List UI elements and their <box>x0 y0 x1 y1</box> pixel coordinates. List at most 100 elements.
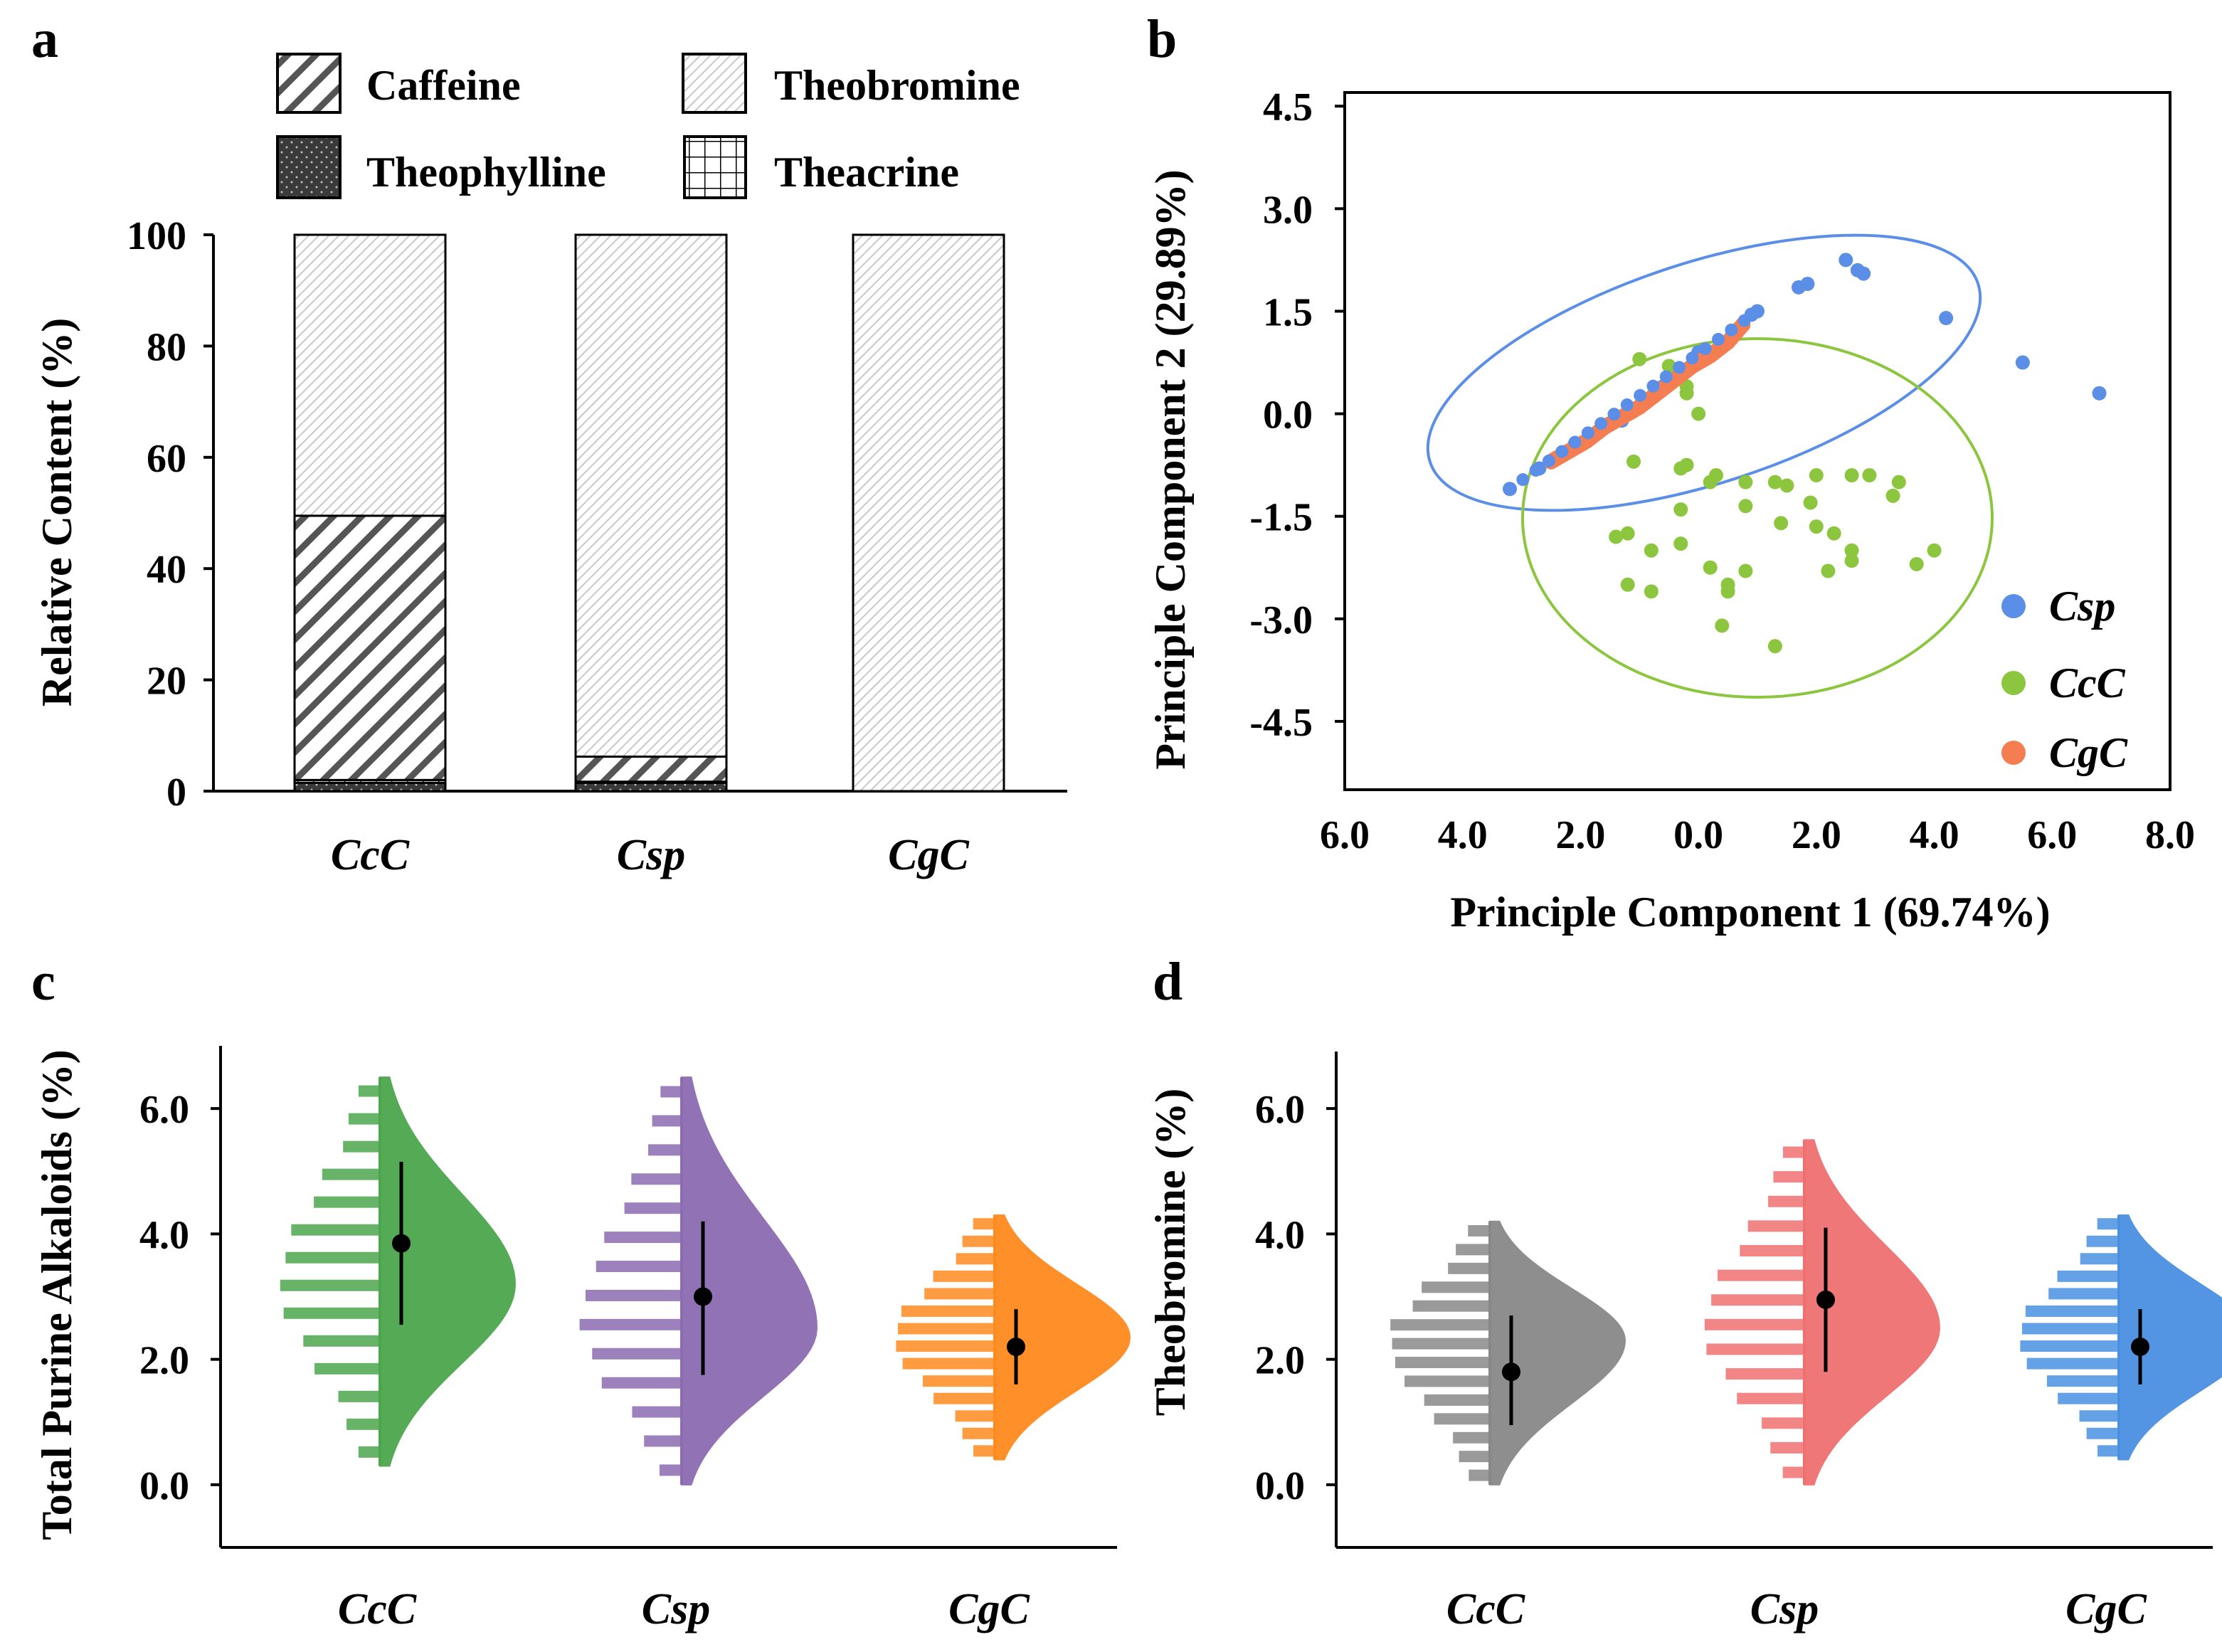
point-ccc <box>1715 618 1730 633</box>
point-csp <box>1516 473 1530 487</box>
point-csp <box>1856 266 1871 281</box>
point-csp <box>1751 305 1764 318</box>
point-ccc <box>1720 584 1735 599</box>
panel-d-histogram-bar-csp <box>1718 1269 1804 1281</box>
panel-c-histogram-bar-cgc <box>955 1410 995 1422</box>
panel-b-y-tick-label: -3.0 <box>1249 598 1313 642</box>
panel-a-y-tick-label: 0 <box>166 771 186 815</box>
point-ccc <box>1644 543 1658 558</box>
panel-c-histogram-bar-ccc <box>358 1446 380 1458</box>
bar-ccc-caffeine <box>293 514 447 781</box>
panel-d-histogram-bar-cgc <box>2058 1392 2119 1404</box>
panel-c-histogram-bar-cgc <box>897 1323 995 1335</box>
point-csp <box>2092 386 2107 401</box>
legend-csp-marker <box>2001 594 2026 618</box>
panel-c-y-tick-label: 0.0 <box>139 1464 189 1508</box>
panel-d-histogram-bar-ccc <box>1456 1244 1490 1256</box>
point-csp <box>1581 426 1594 440</box>
panel-b-x-tick-label: 2.0 <box>1792 813 1841 857</box>
panel-d-y-tick-label: 6.0 <box>1255 1088 1305 1132</box>
panel-d-histogram-bar-cgc <box>2020 1340 2119 1352</box>
panel-d-histogram-bar-csp <box>1704 1318 1804 1330</box>
point-ccc <box>1609 529 1624 544</box>
point-csp <box>1620 398 1634 411</box>
point-ccc <box>1673 461 1688 476</box>
point-ccc <box>1673 502 1688 517</box>
panel-d-violin-cgc <box>2118 1214 2222 1461</box>
point-csp <box>1725 323 1738 337</box>
panel-c-histogram-bar-ccc <box>348 1113 380 1125</box>
panel-d-histogram-bar-ccc <box>1469 1469 1490 1481</box>
panel-c-violins <box>280 1076 1131 1486</box>
panel-d-histogram-bar-ccc <box>1434 1413 1490 1425</box>
panel-b-x-tick-label: 4.0 <box>1438 813 1488 857</box>
point-ccc <box>1679 386 1694 401</box>
panel-d-categories: CcC Csp CgC <box>1446 1585 2147 1634</box>
panel-b-pca-scatter: b 4.5 3.0 1.5 0.0 -1.5 -3.0 -4.5 6.0 4.0 2.0 0.0 2… <box>1147 9 2195 936</box>
bar-ccc-theophylline <box>293 781 447 793</box>
panel-d-histogram-bar-ccc <box>1468 1224 1490 1237</box>
panel-a-label: a <box>31 9 58 69</box>
legend-theophylline-swatch <box>276 135 342 199</box>
point-ccc <box>1691 406 1706 421</box>
panel-c-histogram-bar-cgc <box>973 1218 995 1230</box>
panel-c-categories: CcC Csp CgC <box>338 1585 1030 1634</box>
panel-b-y-tick-label: 1.5 <box>1263 290 1313 334</box>
panel-d-y-axis-title: Theobromine (%) <box>1147 1089 1194 1417</box>
panel-a-y-axis-title: Relative Content (%) <box>33 318 80 707</box>
point-csp <box>1555 445 1569 458</box>
legend-csp-label: Csp <box>2049 583 2115 630</box>
panel-c-histogram-bar-ccc <box>322 1168 380 1180</box>
panel-c-histogram-bar-csp <box>648 1144 682 1156</box>
point-ccc <box>1738 499 1753 514</box>
point-ccc <box>1767 475 1782 489</box>
panel-c-histogram-bar-cgc <box>922 1375 995 1387</box>
panel-c-histogram-bar-ccc <box>280 1279 380 1291</box>
panel-d-y-tick-label: 0.0 <box>1255 1464 1305 1508</box>
panel-c-histogram-bar-csp <box>596 1261 682 1273</box>
panel-c-histogram-bar-csp <box>631 1173 682 1185</box>
panel-a-category-ccc: CcC <box>331 831 410 879</box>
legend-caffeine-label: Caffeine <box>366 62 521 109</box>
panel-d-histogram-bar-ccc <box>1412 1300 1490 1312</box>
point-ccc <box>1673 536 1688 551</box>
panel-c-histogram-bar-csp <box>601 1377 682 1389</box>
panel-d-histogram-bar-ccc <box>1448 1262 1490 1274</box>
panel-c-y-tick-label: 6.0 <box>139 1088 189 1132</box>
panel-b-y-tick-label: -4.5 <box>1249 701 1313 745</box>
panel-d-histogram-bar-cgc <box>2086 1427 2119 1439</box>
point-csp <box>1737 314 1751 327</box>
panel-d-histogram-bar-csp <box>1762 1417 1804 1429</box>
point-csp <box>1659 370 1673 383</box>
panel-d-histogram-bar-ccc <box>1390 1319 1490 1331</box>
panel-b-y-tick-label: 4.5 <box>1263 85 1313 129</box>
panel-c-y-axis-title: Total Purine Alkaloids (%) <box>33 1049 80 1540</box>
point-ccc <box>1803 495 1818 510</box>
panel-d-histogram-bar-cgc <box>2097 1218 2119 1230</box>
panel-c-violin-cgc <box>994 1214 1131 1461</box>
point-csp <box>2015 355 2030 370</box>
panel-d-label: d <box>1153 952 1183 1012</box>
point-ccc <box>1626 454 1641 469</box>
point-ccc <box>1620 577 1635 592</box>
point-ccc <box>1632 351 1647 366</box>
panel-d-y-tick-label: 2.0 <box>1255 1339 1305 1383</box>
panel-d-histogram-bar-csp <box>1770 1441 1804 1454</box>
point-ccc <box>1826 526 1841 541</box>
panel-a-y-tick-label: 100 <box>127 214 186 258</box>
panel-d-histogram-bar-ccc <box>1459 1451 1490 1463</box>
panel-d-histogram-bar-ccc <box>1392 1338 1490 1350</box>
panel-c-histogram-bar-cgc <box>902 1357 995 1370</box>
panel-c-histogram-bar-csp <box>579 1318 682 1330</box>
panel-d-category-cgc: CgC <box>2065 1585 2147 1634</box>
panel-c-histogram-bar-csp <box>592 1347 682 1360</box>
panel-b-y-tick-label: 3.0 <box>1263 188 1313 232</box>
panel-d-category-csp: Csp <box>1750 1585 1819 1634</box>
panel-c-histogram-bar-ccc <box>346 1418 380 1430</box>
panel-b-plot-frame <box>1343 91 2171 791</box>
point-csp <box>1698 342 1712 356</box>
point-ccc <box>1809 519 1824 534</box>
panel-d-histogram-bar-cgc <box>2080 1253 2119 1265</box>
panel-b-y-tick-label: 0.0 <box>1263 393 1313 438</box>
panel-d-histogram-bar-cgc <box>2048 1288 2119 1300</box>
